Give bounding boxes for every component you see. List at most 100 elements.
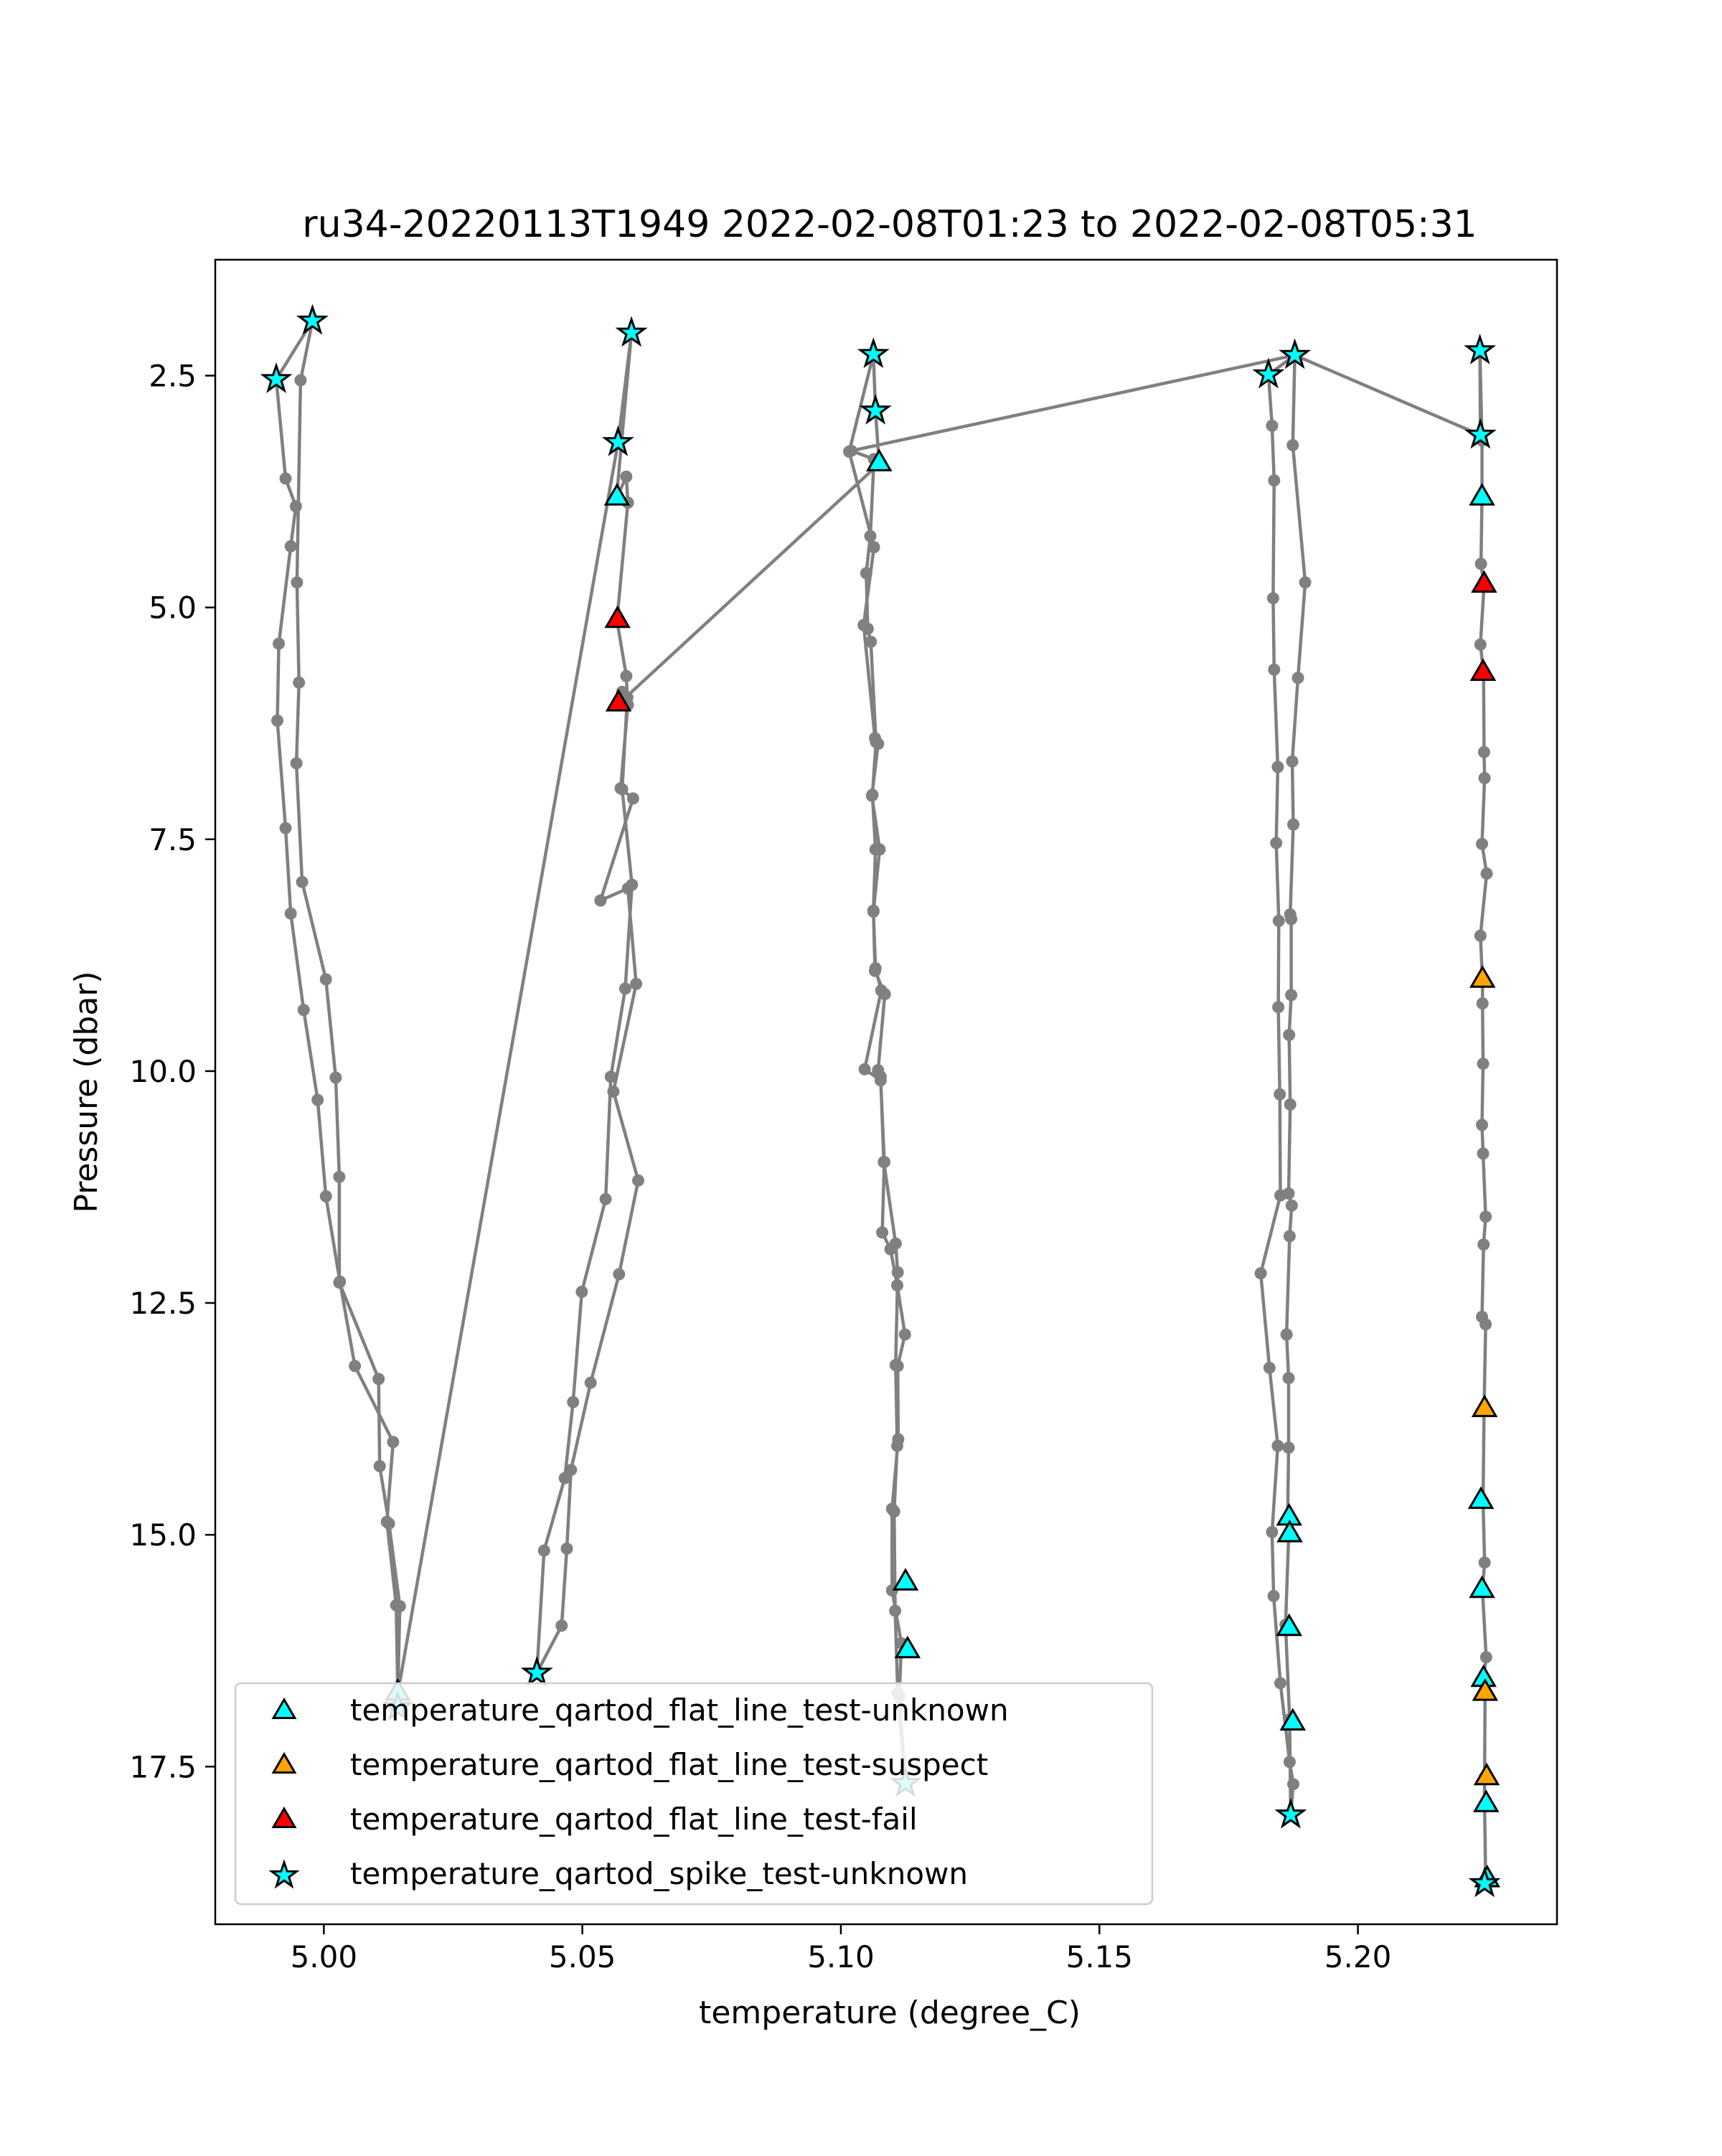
profile-point <box>867 541 880 554</box>
legend-entry-label: temperature_qartod_flat_line_test-suspec… <box>350 1747 988 1782</box>
qartod-marker-3 <box>1274 1797 1307 1829</box>
qartod-marker-3 <box>859 394 892 425</box>
qartod-marker-1 <box>1472 1678 1499 1701</box>
profile-point <box>1479 1318 1492 1331</box>
profile-point <box>1477 1147 1490 1160</box>
profile-point <box>594 894 607 907</box>
profile-point <box>565 1464 578 1477</box>
profile-point <box>1283 1230 1296 1243</box>
qartod-marker-1 <box>1473 1762 1500 1786</box>
profile-point <box>380 1515 393 1528</box>
qartod-marker-3 <box>260 362 293 393</box>
x-tick-label: 5.15 <box>1065 1939 1133 1974</box>
profile-point <box>626 792 639 805</box>
profile-point <box>1271 1439 1284 1452</box>
profile-point <box>1270 837 1283 849</box>
profile-point <box>604 1070 617 1083</box>
legend-entry-label: temperature_qartod_spike_test-unknown <box>350 1856 968 1891</box>
legend: temperature_qartod_flat_line_test-unknow… <box>234 1682 1154 1906</box>
qartod-marker-3 <box>601 425 634 456</box>
profile-point <box>1282 1187 1295 1200</box>
profile-point <box>273 637 286 650</box>
profile-point <box>630 977 643 990</box>
qartod-marker-2 <box>1471 570 1497 593</box>
y-tick-label: 5.0 <box>149 590 197 626</box>
qartod-marker-3 <box>1464 418 1497 449</box>
profile-point <box>284 907 297 920</box>
profile-point <box>319 973 332 986</box>
profile-point <box>1286 439 1299 451</box>
legend-entry-label: temperature_qartod_flat_line_test-fail <box>350 1802 918 1837</box>
qartod-marker-0 <box>1469 483 1495 506</box>
profile-point <box>861 622 874 635</box>
x-axis-label: temperature (degree_C) <box>699 1995 1081 2031</box>
profile-point <box>311 1093 324 1106</box>
profile-point <box>1282 1441 1295 1454</box>
profile-point <box>618 982 631 995</box>
profile-point <box>870 735 883 748</box>
qartod-marker-3 <box>296 303 329 335</box>
profile-point <box>373 1460 386 1472</box>
profile-point <box>1254 1267 1267 1280</box>
qartod-marker-0 <box>1467 1486 1495 1510</box>
profile-point <box>319 1190 332 1202</box>
y-tick-label: 10.0 <box>129 1054 197 1089</box>
y-tick-label: 7.5 <box>149 822 197 857</box>
profile-point <box>289 500 302 513</box>
profile-point <box>1287 818 1299 831</box>
profile-point <box>865 636 878 648</box>
profile-point <box>1474 557 1487 570</box>
profile-point <box>349 1360 362 1373</box>
temperature-profile-line <box>274 319 1489 1884</box>
profile-point <box>891 1439 903 1452</box>
profile-point <box>869 964 881 977</box>
profile-point <box>334 1275 347 1288</box>
profile-point <box>558 1472 571 1484</box>
profile-point <box>1474 638 1487 651</box>
profile-point <box>1299 576 1312 589</box>
legend-entry-label: temperature_qartod_flat_line_test-unknow… <box>350 1693 1009 1728</box>
chart-title: ru34-20220113T1949 2022-02-08T01:23 to 2… <box>302 203 1477 246</box>
profile-point <box>864 529 877 542</box>
profile-point <box>271 714 283 727</box>
profile-point <box>1287 1778 1299 1791</box>
profile-point <box>858 1063 871 1075</box>
axes-frame <box>214 258 1558 1926</box>
x-tick-label: 5.10 <box>807 1939 875 1974</box>
profile-point <box>1263 1362 1276 1374</box>
profile-point <box>620 470 633 483</box>
profile-point <box>297 1004 310 1017</box>
profile-point <box>1274 1088 1286 1101</box>
plot-area: 5.00 5.05 5.10 5.15 5.20 2.5 5.0 7.5 10.0 12.5 15.… <box>129 258 1558 1974</box>
qartod-marker-3 <box>1468 1866 1501 1898</box>
y-axis-label: Pressure (dbar) <box>68 971 105 1213</box>
legend-marker-0 <box>271 1697 297 1720</box>
profile-point <box>1477 1238 1490 1251</box>
profile-point <box>1285 1199 1298 1212</box>
legend-marker-1 <box>271 1751 297 1774</box>
profile-point <box>614 782 627 795</box>
profile-point <box>555 1619 568 1632</box>
profile-point <box>1284 1098 1297 1111</box>
profile-point <box>279 822 292 834</box>
qartod-marker-2 <box>1469 658 1497 681</box>
profile-point <box>294 374 307 387</box>
profile-point <box>1286 755 1299 768</box>
legend-marker-2 <box>271 1806 297 1829</box>
profile-point <box>291 576 304 589</box>
x-tick-label: 5.00 <box>291 1939 358 1974</box>
profile-point <box>537 1544 550 1557</box>
profile-point <box>1476 997 1489 1010</box>
profile-point <box>888 1505 900 1518</box>
profile-point <box>1266 592 1279 605</box>
profile-point <box>567 1395 580 1408</box>
qartod-marker-3 <box>615 316 648 347</box>
profile-point <box>1478 772 1491 784</box>
profile-point <box>878 988 891 1001</box>
profile-point <box>866 789 879 801</box>
profile-point <box>1477 1058 1490 1070</box>
profile-point <box>1285 989 1298 1002</box>
profile-point <box>279 472 292 485</box>
qartod-marker-0 <box>1473 1789 1500 1812</box>
